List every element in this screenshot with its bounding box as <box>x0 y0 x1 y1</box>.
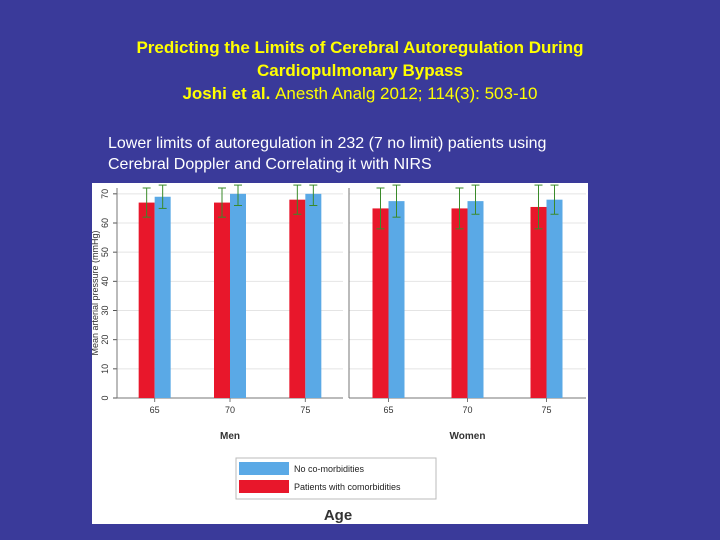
bar <box>546 199 563 398</box>
y-tick-label: 0 <box>100 395 110 400</box>
legend-entry: Patients with comorbidities <box>294 482 401 492</box>
citation-reference: Anesth Analg 2012; 114(3): 503-10 <box>275 84 538 103</box>
slide-title: Predicting the Limits of Cerebral Autore… <box>0 36 720 105</box>
bar <box>214 202 230 398</box>
x-tick-label: 70 <box>462 405 472 415</box>
subtitle-line-1: Lower limits of autoregulation in 232 (7… <box>108 135 547 152</box>
y-tick-label: 20 <box>100 335 110 345</box>
bar <box>138 202 155 398</box>
bar <box>305 193 322 398</box>
y-tick-label: 30 <box>100 305 110 315</box>
citation: Joshi et al. Anesth Analg 2012; 114(3): … <box>0 82 720 105</box>
title-line-1: Predicting the Limits of Cerebral Autore… <box>136 38 584 57</box>
bar <box>372 208 389 398</box>
title-line-2: Cardiopulmonary Bypass <box>257 61 463 80</box>
y-tick-label: 50 <box>100 247 110 257</box>
legend-swatch <box>239 480 289 493</box>
x-tick-label: 65 <box>150 405 160 415</box>
bar-chart: 0 10 20 30 40 50 60 70 Mean arterial pressure (m… <box>92 184 586 524</box>
x-tick-label: 75 <box>541 405 551 415</box>
panel-label: Women <box>450 431 486 442</box>
slide-subtitle: Lower limits of autoregulation in 232 (7… <box>108 133 668 175</box>
chart-area: 0 10 20 30 40 50 60 70 Mean arterial pressure (m… <box>92 183 588 524</box>
y-tick-label: 60 <box>100 218 110 228</box>
y-tick-label: 10 <box>100 364 110 374</box>
panel-label: Men <box>220 431 240 442</box>
x-tick-label: 75 <box>300 405 310 415</box>
x-axis-label: Age <box>324 507 352 524</box>
bar <box>388 201 405 398</box>
x-tick-label: 70 <box>225 405 235 415</box>
bar <box>230 193 246 398</box>
bar <box>451 208 468 398</box>
legend-swatch <box>239 462 289 475</box>
bar <box>530 206 547 398</box>
y-tick-label: 70 <box>100 189 110 199</box>
bar <box>154 196 171 398</box>
citation-authors: Joshi et al. <box>182 84 271 103</box>
bar <box>467 201 484 398</box>
bar <box>289 199 306 398</box>
x-tick-label: 65 <box>383 405 393 415</box>
legend-entry: No co-morbidities <box>294 464 365 474</box>
y-tick-label: 40 <box>100 276 110 286</box>
subtitle-line-2: Cerebral Doppler and Correlating it with… <box>108 156 432 173</box>
y-axis-label: Mean arterial pressure (mmHg) <box>92 230 100 355</box>
